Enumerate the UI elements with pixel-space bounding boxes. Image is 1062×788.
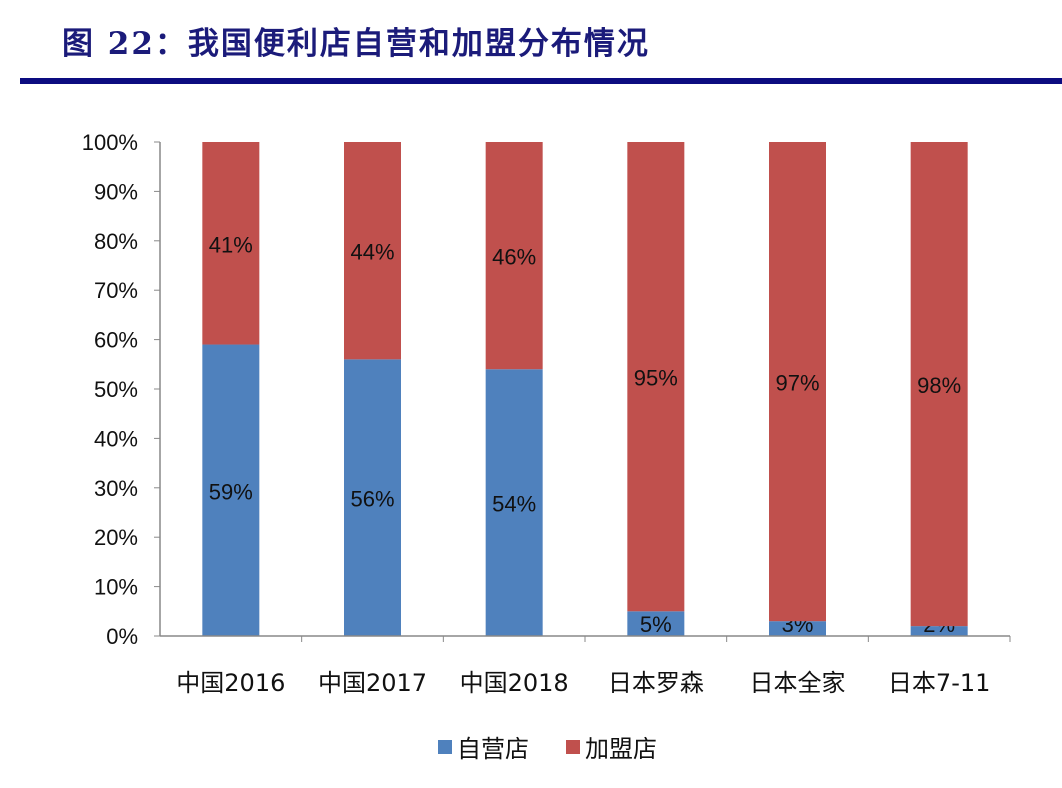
bar-franchise bbox=[769, 142, 826, 622]
x-tick-label: 中国2018 bbox=[460, 669, 569, 697]
data-label: 5% bbox=[640, 612, 672, 637]
y-tick-label: 0% bbox=[106, 624, 138, 649]
y-tick-label: 90% bbox=[94, 179, 138, 204]
x-tick-label: 中国2016 bbox=[176, 669, 285, 697]
y-tick-label: 60% bbox=[94, 328, 138, 353]
y-tick-label: 80% bbox=[94, 229, 138, 254]
data-label: 98% bbox=[917, 373, 961, 398]
bar-franchise bbox=[202, 142, 260, 345]
y-tick-label: 40% bbox=[94, 426, 138, 451]
bar-self-operated bbox=[485, 369, 543, 636]
bar-self-operated bbox=[627, 611, 685, 636]
bar-franchise bbox=[485, 142, 543, 370]
data-label: 56% bbox=[350, 487, 394, 512]
legend-swatch-franchise bbox=[566, 740, 580, 754]
data-label: 59% bbox=[209, 479, 253, 504]
x-tick-label: 中国2017 bbox=[318, 669, 427, 697]
data-label: 54% bbox=[492, 492, 536, 517]
x-tick-label: 日本罗森 bbox=[608, 669, 704, 697]
legend-label: 加盟店 bbox=[585, 735, 657, 763]
bar-franchise bbox=[910, 142, 968, 627]
y-tick-label: 70% bbox=[94, 278, 138, 303]
y-tick-label: 30% bbox=[94, 476, 138, 501]
bar-franchise bbox=[627, 142, 685, 612]
legend-label: 自营店 bbox=[457, 735, 529, 763]
x-tick-label: 日本7-11 bbox=[888, 669, 990, 697]
y-tick-label: 100% bbox=[82, 130, 138, 155]
title-underline bbox=[20, 78, 1062, 84]
bar-self-operated bbox=[769, 621, 826, 636]
data-label: 97% bbox=[775, 371, 819, 396]
bar-franchise bbox=[344, 142, 401, 360]
y-tick-label: 20% bbox=[94, 525, 138, 550]
data-label: 44% bbox=[350, 240, 394, 265]
legend-swatch-self-operated bbox=[438, 740, 452, 754]
data-label: 95% bbox=[634, 366, 678, 391]
figure-title: 图 22：我国便利店自营和加盟分布情况 bbox=[62, 26, 650, 62]
bar-self-operated bbox=[202, 344, 260, 636]
y-tick-label: 50% bbox=[94, 377, 138, 402]
y-tick-label: 10% bbox=[94, 575, 138, 600]
x-tick-label: 日本全家 bbox=[750, 669, 846, 697]
bar-self-operated bbox=[344, 359, 401, 636]
data-label: 41% bbox=[209, 232, 253, 257]
bar-self-operated bbox=[910, 626, 968, 636]
data-label: 46% bbox=[492, 245, 536, 270]
